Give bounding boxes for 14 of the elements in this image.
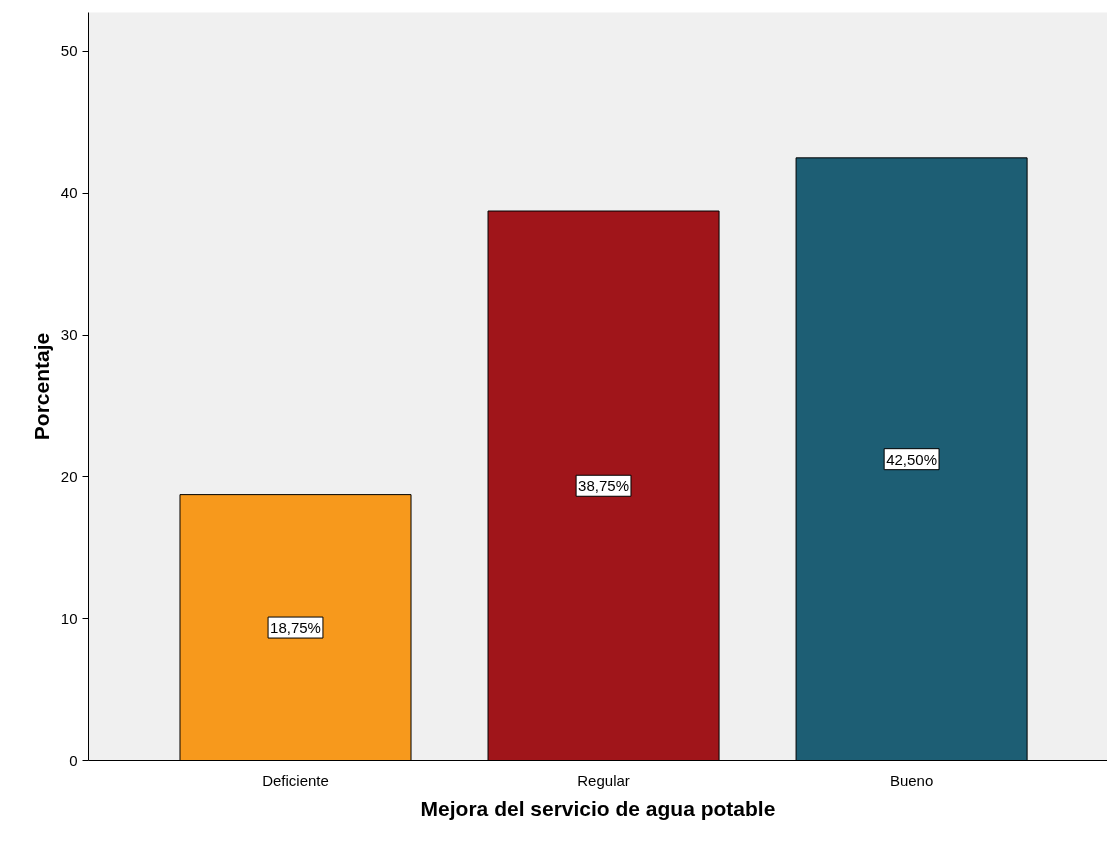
x-tick-label: Bueno [889, 771, 934, 789]
x-axis-title: Mejora del servicio de agua potable [420, 796, 776, 820]
y-tick-label: 10 [60, 609, 78, 627]
y-tick-label: 20 [60, 467, 78, 485]
y-tick-label: 30 [60, 326, 78, 344]
y-tick-label: 0 [69, 751, 78, 769]
data-label: 38,75% [578, 477, 629, 495]
data-label: 42,50% [886, 450, 938, 468]
y-tick-label: 50 [60, 42, 78, 60]
y-axis-title: Porcentaje [29, 332, 53, 441]
data-label: 18,75% [270, 619, 321, 637]
y-tick-label: 40 [60, 184, 78, 202]
x-tick-label: Deficiente [262, 771, 329, 789]
x-tick-label: Regular [577, 771, 630, 789]
